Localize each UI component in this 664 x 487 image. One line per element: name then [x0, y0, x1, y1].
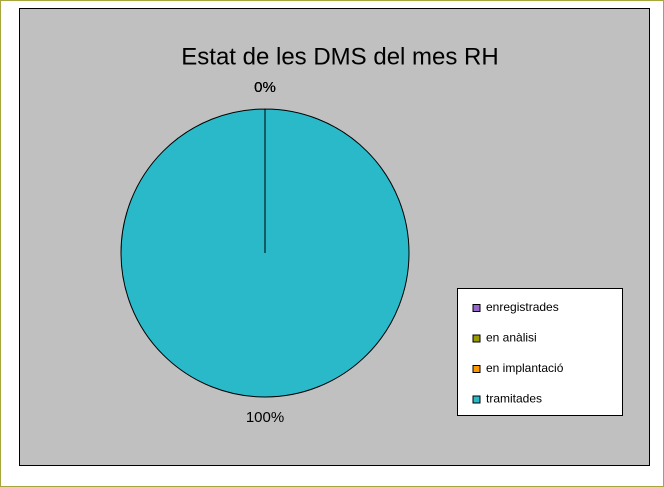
legend-label: enregistrades: [486, 300, 559, 314]
data-label: 0%: [254, 79, 276, 96]
data-label: 100%: [246, 409, 284, 426]
data-label: 0%: [254, 79, 276, 96]
legend-swatch: [472, 304, 481, 312]
legend-swatch: [472, 334, 481, 343]
pie-slice: [120, 108, 410, 398]
legend-swatch: [472, 395, 481, 404]
legend-label: tramitades: [486, 392, 542, 406]
legend-label: en implantació: [486, 361, 564, 375]
legend-label: en anàlisi: [486, 331, 537, 345]
chart-title: Estat de les DMS del mes RH: [181, 43, 498, 70]
legend-swatch: [472, 365, 481, 373]
legend-box: [457, 288, 623, 416]
data-label: 0%: [254, 79, 276, 96]
